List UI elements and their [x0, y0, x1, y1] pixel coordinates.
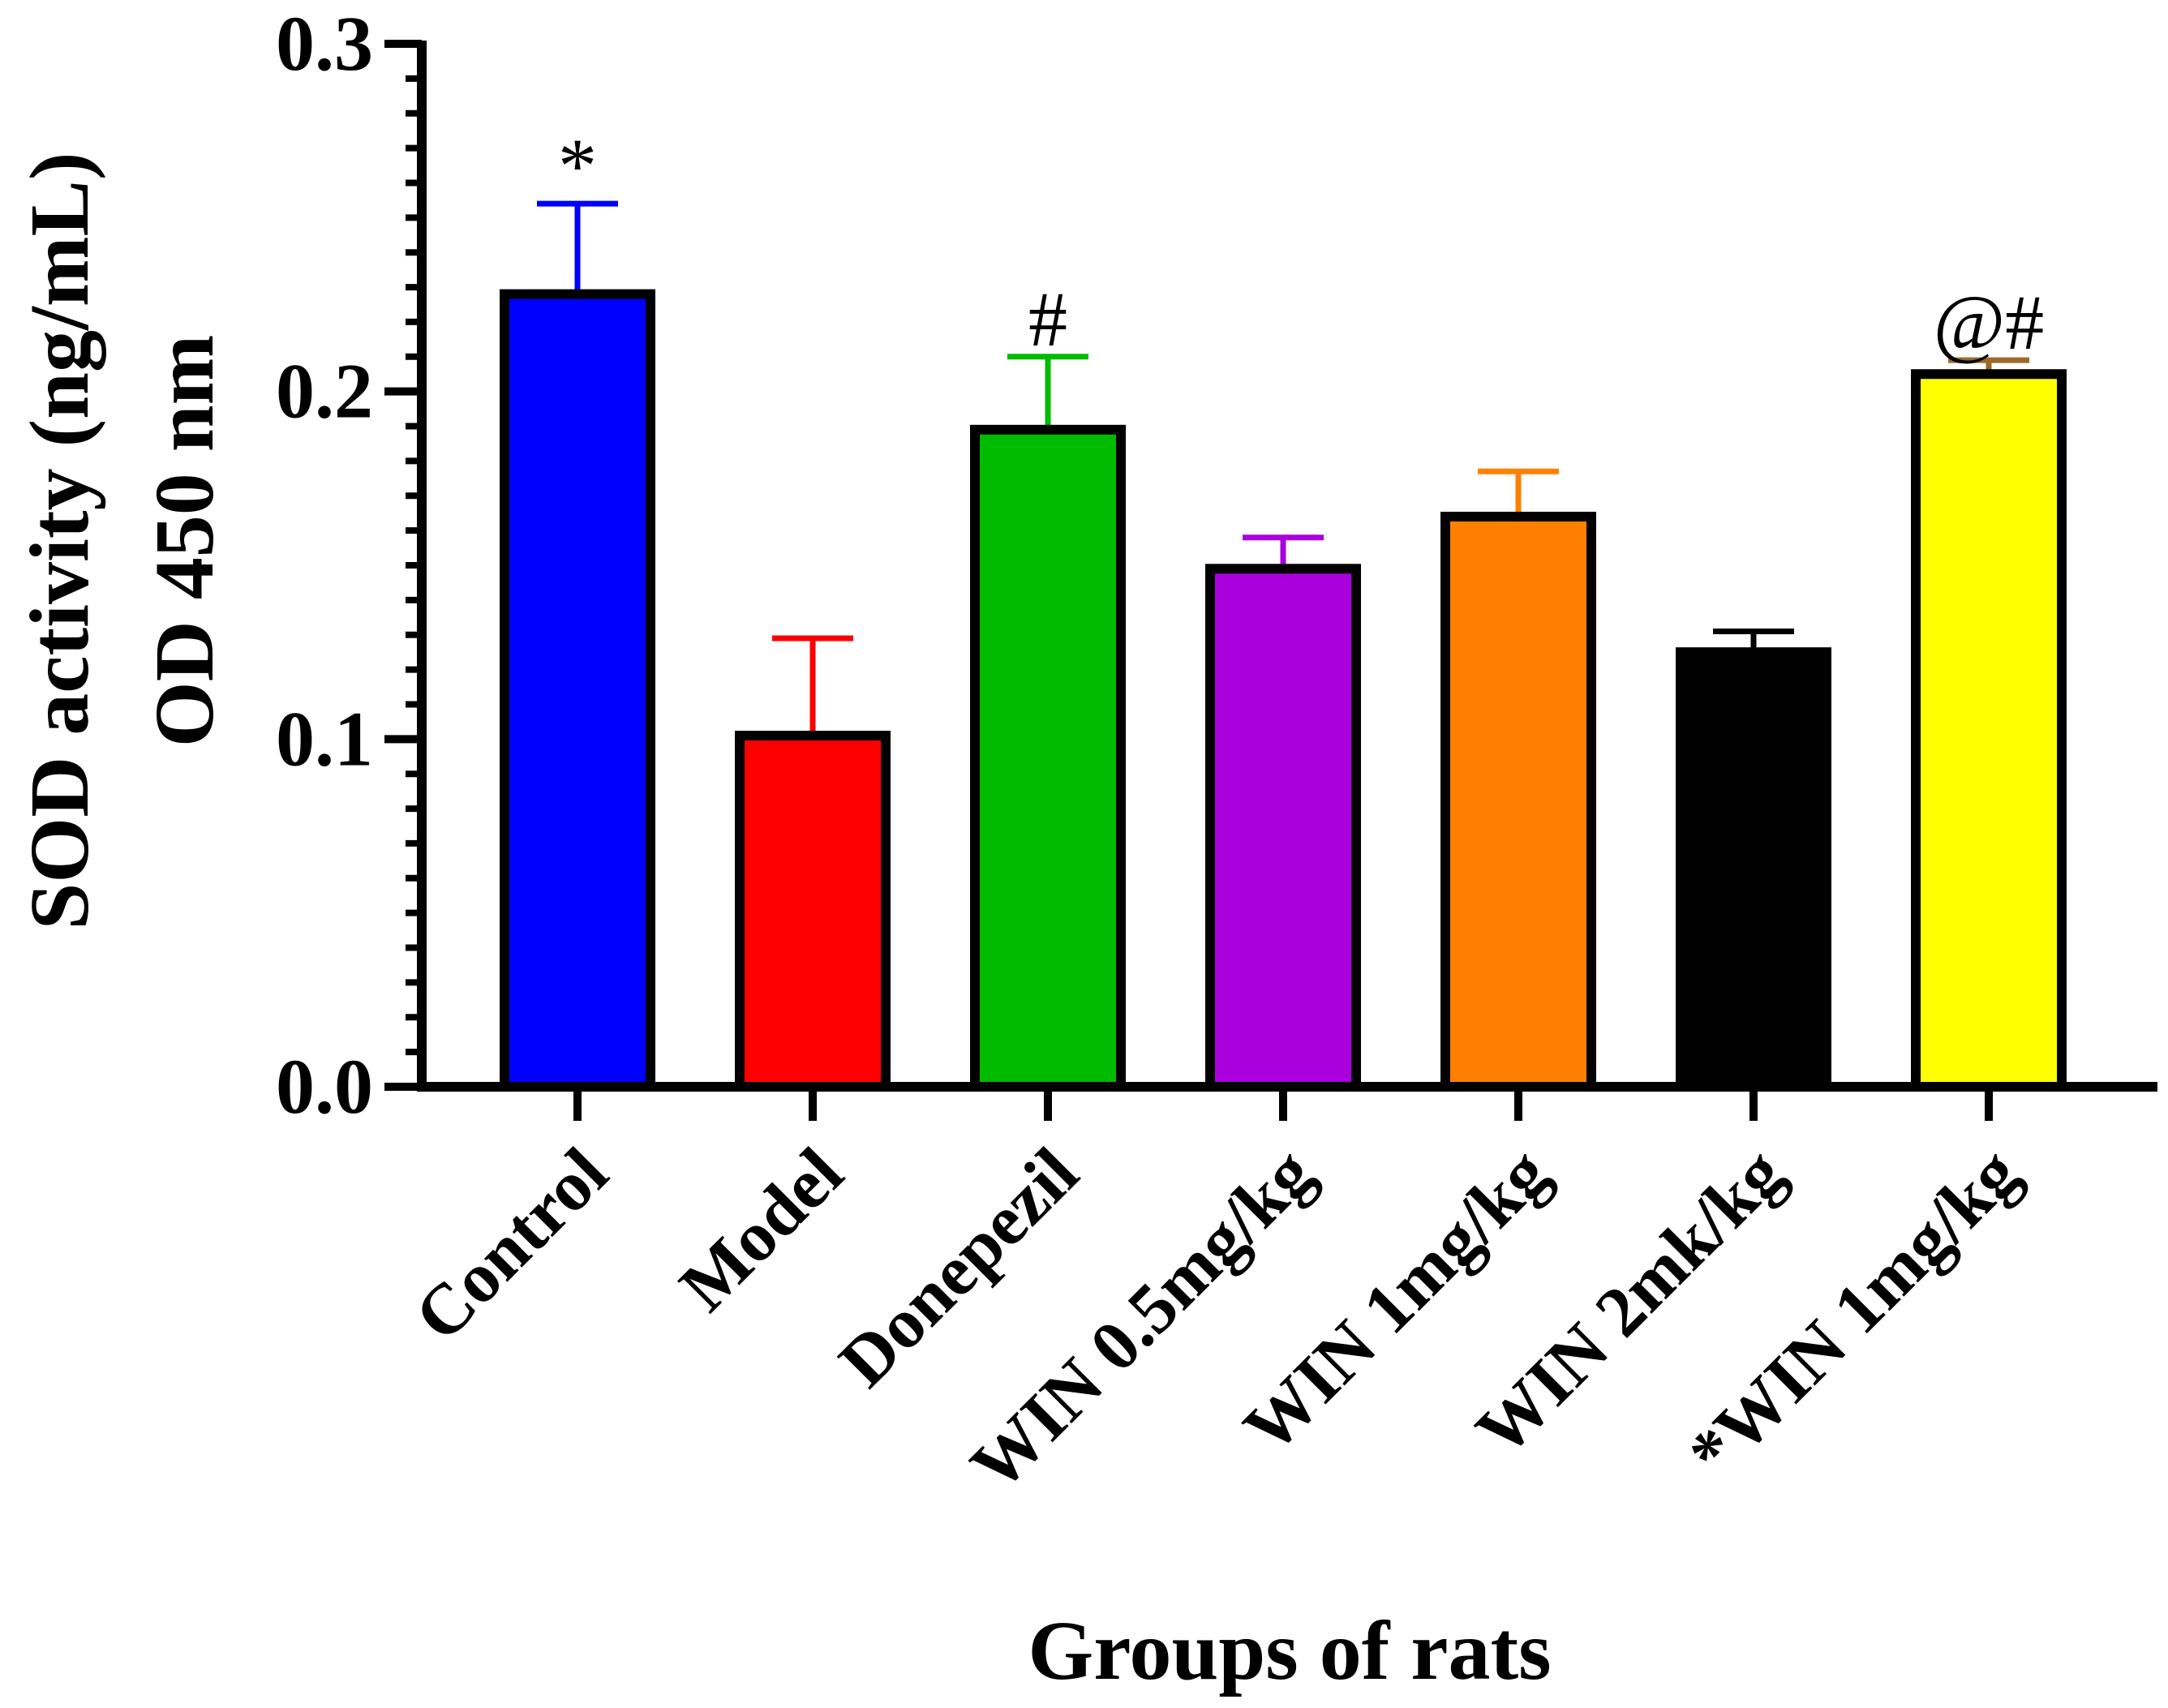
- bar: [1911, 369, 2067, 1092]
- bar: [1440, 511, 1596, 1092]
- significance-annotation: *: [558, 122, 597, 209]
- bar: [735, 731, 891, 1092]
- bar: [1676, 647, 1831, 1092]
- bar: [970, 424, 1126, 1092]
- x-axis-title: Groups of rats: [1028, 1604, 1551, 1697]
- bars: [500, 200, 2067, 1092]
- bar: [500, 289, 655, 1092]
- x-category-label: Model: [665, 1134, 858, 1327]
- axes: [384, 40, 2157, 1121]
- y-tick-label: 0.2: [276, 348, 373, 435]
- x-category-label: Control: [400, 1134, 623, 1357]
- y-axis-title: SOD activity (ng/mL): [13, 152, 106, 929]
- significance-annotation: #: [1028, 276, 1067, 363]
- y-tick-label: 0.3: [276, 0, 373, 87]
- bar: [1205, 564, 1361, 1092]
- significance-annotation: @#: [1934, 279, 2044, 366]
- y-tick-label: 0.1: [276, 695, 373, 782]
- y-axis-title-line2: OD 450 nm: [138, 335, 231, 747]
- y-tick-label: 0.0: [276, 1043, 373, 1130]
